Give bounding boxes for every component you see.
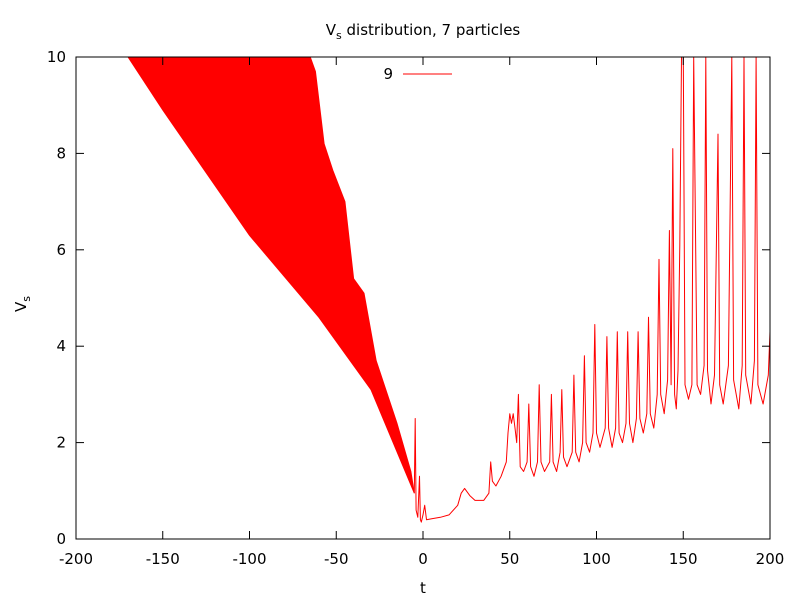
y-tick-label: 8 bbox=[56, 144, 66, 162]
chart-title: Vs distribution, 7 particles bbox=[326, 21, 521, 42]
x-tick-label: 100 bbox=[582, 550, 611, 568]
series-band bbox=[127, 57, 415, 494]
y-axis-label: Vs bbox=[12, 296, 33, 312]
x-tick-label: -100 bbox=[232, 550, 266, 568]
y-tick-label: 6 bbox=[56, 241, 66, 259]
x-tick-label: 0 bbox=[418, 550, 428, 568]
series-line bbox=[413, 57, 770, 523]
x-tick-label: 200 bbox=[756, 550, 785, 568]
y-tick-label: 0 bbox=[56, 530, 66, 548]
x-tick-label: 50 bbox=[500, 550, 519, 568]
y-tick-label: 4 bbox=[56, 337, 66, 355]
x-tick-label: -200 bbox=[59, 550, 93, 568]
legend-label: 9 bbox=[383, 65, 393, 83]
x-axis-label: t bbox=[420, 579, 426, 597]
y-tick-label: 2 bbox=[56, 434, 66, 452]
legend: 9 bbox=[383, 65, 452, 83]
x-tick-label: -50 bbox=[324, 550, 349, 568]
y-tick-label: 10 bbox=[47, 48, 66, 66]
x-tick-label: 150 bbox=[669, 550, 698, 568]
x-tick-label: -150 bbox=[146, 550, 180, 568]
